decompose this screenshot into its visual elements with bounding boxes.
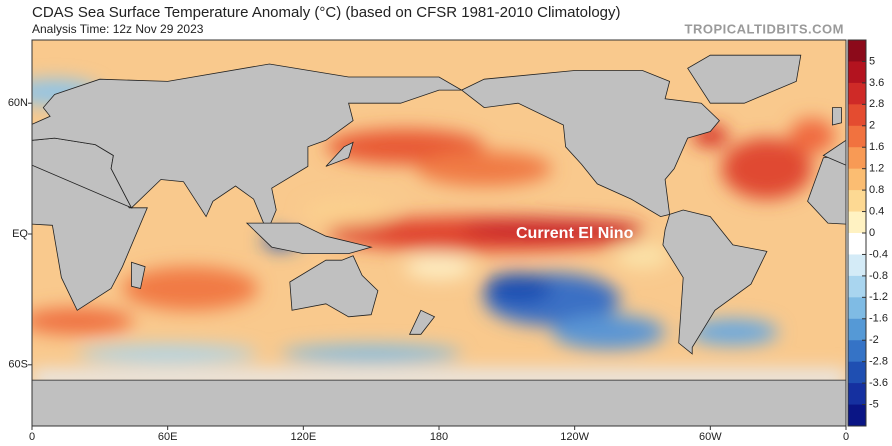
lat-label: 60S [8, 359, 28, 371]
anomaly-patch [77, 345, 259, 363]
anomaly-patch [280, 345, 462, 363]
colorbar-swatch [848, 147, 866, 170]
colorbar-swatch [848, 254, 866, 277]
lat-label: 60N [8, 97, 28, 109]
lon-label: 0 [843, 431, 849, 443]
anomaly-patch [122, 266, 259, 311]
landmass [687, 54, 802, 104]
colorbar-swatch [848, 340, 866, 363]
colorbar-label: -0.4 [869, 248, 888, 260]
lon-label: 60E [158, 431, 178, 443]
title: CDAS Sea Surface Temperature Anomaly (°C… [32, 4, 621, 21]
colorbar-label: 0.4 [869, 205, 884, 217]
lon-label: 0 [29, 431, 35, 443]
colorbar: 5 3.6 2.8 2 1.6 1.2 0.8 0.4 0 -0.4 -0.8 -1.2 -1.6 -2 -… [847, 39, 888, 427]
colorbar-swatch [848, 125, 866, 148]
colorbar-label: -0.8 [869, 270, 888, 282]
landmass [325, 141, 354, 167]
anomaly-patch [416, 151, 553, 187]
anomaly-patch [615, 242, 670, 269]
colorbar-swatch [848, 104, 866, 127]
landmass [408, 309, 436, 335]
colorbar-swatch [848, 318, 866, 341]
anomaly-patch [721, 138, 813, 200]
landmass [32, 63, 464, 233]
colorbar-label: 1.2 [869, 163, 884, 175]
annotation: Current El Nino [516, 225, 634, 242]
lon-label: 180 [430, 431, 448, 443]
colorbar-swatch [848, 233, 866, 255]
colorbar-label: 2.8 [869, 98, 884, 110]
landmass [32, 379, 846, 426]
anomaly-patch [484, 273, 553, 304]
anomaly-patch [461, 218, 643, 241]
colorbar-swatch [848, 168, 866, 191]
lat-label: EQ [12, 228, 28, 240]
landmass [131, 261, 146, 289]
landmass [289, 255, 379, 318]
colorbar-label: 2 [869, 120, 875, 132]
landmass [460, 70, 720, 218]
colorbar-label: -2 [869, 334, 879, 346]
landmass [245, 222, 373, 254]
lon-label: 120W [560, 431, 589, 443]
landmass [822, 139, 846, 166]
colorbar-swatch [848, 211, 866, 234]
colorbar-label: -2.8 [869, 356, 888, 368]
lon-label: 120E [290, 431, 316, 443]
landmass [18, 108, 27, 125]
colorbar-swatch [848, 190, 866, 213]
colorbar-swatch [848, 404, 866, 427]
anomaly-patch [405, 253, 473, 280]
colorbar-label: 0 [869, 227, 875, 239]
colorbar-label: 1.6 [869, 141, 884, 153]
landmass [807, 155, 846, 225]
colorbar-label: -5 [869, 398, 879, 410]
colorbar-swatch [848, 40, 866, 62]
colorbar-label: -3.6 [869, 377, 888, 389]
colorbar-swatch [848, 383, 866, 406]
colorbar-label: -1.6 [869, 313, 888, 325]
colorbar-swatch [848, 275, 866, 298]
landmass [32, 379, 33, 426]
colorbar-label: 0.8 [869, 184, 884, 196]
colorbar-swatch [848, 61, 866, 84]
land [18, 54, 846, 426]
source: TROPICALTIDBITS.COM [685, 21, 844, 36]
map [18, 40, 846, 426]
subtitle: Analysis Time: 12z Nov 29 2023 [32, 22, 204, 36]
anomaly-patch [32, 308, 134, 335]
landmass [662, 209, 768, 355]
colorbar-swatch [848, 361, 866, 384]
anomaly-patch [552, 314, 666, 350]
anomaly-patch [687, 319, 779, 346]
colorbar-label: 3.6 [869, 77, 884, 89]
colorbar-swatch [848, 82, 866, 105]
anomaly-patch [303, 199, 394, 226]
colorbar-swatch [848, 297, 866, 320]
landmass [832, 107, 842, 126]
colorbar-label: -1.2 [869, 291, 888, 303]
anomaly-patch [789, 118, 835, 154]
colorbar-label: 5 [869, 55, 875, 67]
lon-label: 60W [699, 431, 722, 443]
